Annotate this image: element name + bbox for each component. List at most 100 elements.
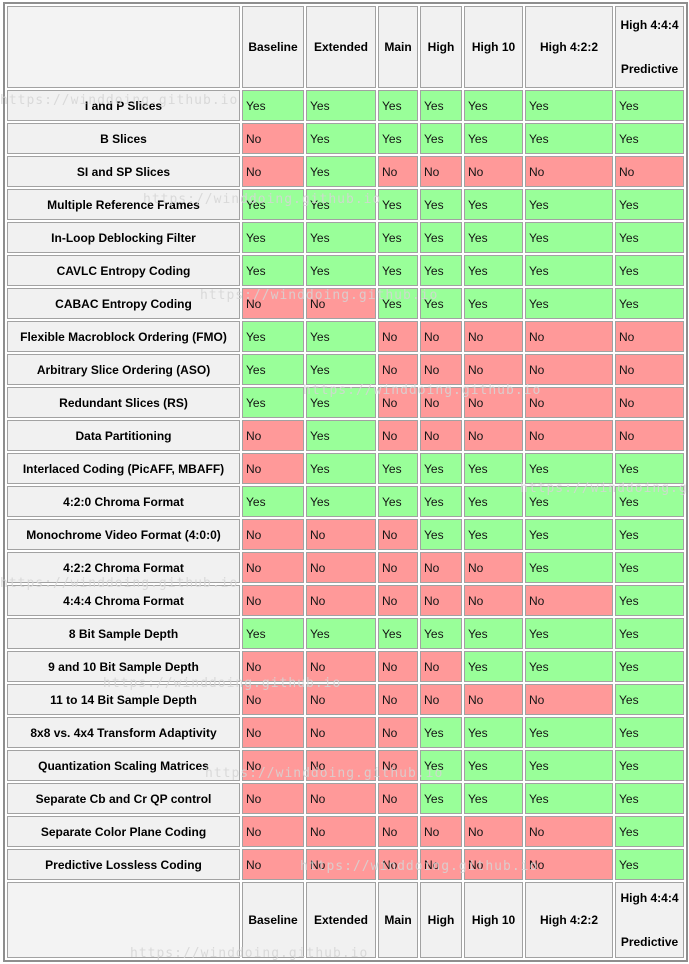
feature-value-cell: No: [464, 321, 523, 352]
feature-value-cell: Yes: [420, 90, 462, 121]
feature-value-cell: No: [306, 750, 376, 781]
feature-value-cell: No: [378, 156, 418, 187]
feature-value-cell: Yes: [525, 288, 613, 319]
feature-value-cell: Yes: [420, 123, 462, 154]
feature-value-cell: Yes: [242, 387, 304, 418]
table-row: 8 Bit Sample Depth Yes Yes Yes Yes Yes Yes Yes: [7, 618, 684, 649]
bottom-column-header: Extended: [306, 882, 376, 958]
feature-value-cell: Yes: [464, 519, 523, 550]
feature-value-cell: Yes: [420, 717, 462, 748]
bottom-column-header: Main: [378, 882, 418, 958]
feature-value-cell: Yes: [464, 717, 523, 748]
feature-value-cell: No: [378, 750, 418, 781]
feature-value-cell: No: [378, 783, 418, 814]
feature-value-cell: Yes: [306, 321, 376, 352]
feature-value-cell: No: [525, 684, 613, 715]
feature-value-cell: No: [306, 783, 376, 814]
feature-value-cell: No: [525, 816, 613, 847]
feature-value-cell: Yes: [242, 222, 304, 253]
feature-value-cell: Yes: [242, 255, 304, 286]
table-row: 8x8 vs. 4x4 Transform Adaptivity No No No Ye…: [7, 717, 684, 748]
feature-value-cell: Yes: [306, 453, 376, 484]
feature-value-cell: Yes: [615, 684, 684, 715]
table-row: 4:2:2 Chroma Format No No No No No Yes Yes: [7, 552, 684, 583]
feature-value-cell: No: [306, 816, 376, 847]
feature-value-cell: Yes: [525, 552, 613, 583]
feature-value-cell: No: [378, 387, 418, 418]
feature-value-cell: No: [464, 816, 523, 847]
feature-value-cell: No: [525, 420, 613, 451]
feature-value-cell: No: [525, 849, 613, 880]
feature-value-cell: Yes: [615, 288, 684, 319]
feature-value-cell: Yes: [525, 651, 613, 682]
feature-value-cell: Yes: [615, 717, 684, 748]
feature-value-cell: No: [615, 420, 684, 451]
feature-value-cell: No: [525, 354, 613, 385]
feature-label: Separate Color Plane Coding: [7, 816, 240, 847]
feature-value-cell: No: [464, 156, 523, 187]
feature-value-cell: Yes: [615, 585, 684, 616]
feature-value-cell: Yes: [525, 486, 613, 517]
bottom-column-header: High: [420, 882, 462, 958]
feature-value-cell: Yes: [525, 453, 613, 484]
table-row: CAVLC Entropy Coding Yes Yes Yes Yes Yes Yes Ye…: [7, 255, 684, 286]
feature-value-cell: Yes: [464, 90, 523, 121]
feature-label: Flexible Macroblock Ordering (FMO): [7, 321, 240, 352]
feature-value-cell: No: [242, 750, 304, 781]
feature-value-cell: No: [420, 321, 462, 352]
table-row: Flexible Macroblock Ordering (FMO) Yes Yes…: [7, 321, 684, 352]
feature-label: 4:2:0 Chroma Format: [7, 486, 240, 517]
feature-value-cell: Yes: [306, 486, 376, 517]
top-corner-cell: [7, 6, 240, 88]
feature-value-cell: No: [464, 684, 523, 715]
feature-value-cell: No: [242, 684, 304, 715]
feature-value-cell: Yes: [525, 255, 613, 286]
feature-value-cell: Yes: [378, 486, 418, 517]
bottom-column-header: High 4:4:4 Predictive: [615, 882, 684, 958]
bottom-column-header: High 4:2:2: [525, 882, 613, 958]
feature-value-cell: Yes: [306, 123, 376, 154]
feature-value-cell: Yes: [525, 189, 613, 220]
feature-value-cell: No: [420, 816, 462, 847]
feature-value-cell: No: [378, 849, 418, 880]
feature-value-cell: Yes: [525, 618, 613, 649]
feature-value-cell: No: [242, 519, 304, 550]
feature-value-cell: No: [242, 288, 304, 319]
feature-value-cell: No: [525, 387, 613, 418]
feature-value-cell: No: [420, 684, 462, 715]
feature-value-cell: Yes: [464, 453, 523, 484]
feature-value-cell: No: [378, 519, 418, 550]
feature-value-cell: Yes: [615, 486, 684, 517]
feature-value-cell: Yes: [464, 651, 523, 682]
feature-value-cell: Yes: [378, 255, 418, 286]
feature-value-cell: No: [615, 387, 684, 418]
feature-label: Separate Cb and Cr QP control: [7, 783, 240, 814]
feature-value-cell: No: [242, 849, 304, 880]
top-column-header: High 10: [464, 6, 523, 88]
feature-value-cell: Yes: [464, 288, 523, 319]
feature-value-cell: No: [242, 123, 304, 154]
top-column-header: Extended: [306, 6, 376, 88]
feature-value-cell: Yes: [525, 90, 613, 121]
feature-label: CABAC Entropy Coding: [7, 288, 240, 319]
feature-label: Predictive Lossless Coding: [7, 849, 240, 880]
feature-value-cell: Yes: [464, 783, 523, 814]
table-row: I and P Slices Yes Yes Yes Yes Yes Yes Yes: [7, 90, 684, 121]
feature-value-cell: Yes: [306, 354, 376, 385]
feature-value-cell: Yes: [420, 783, 462, 814]
feature-value-cell: Yes: [420, 189, 462, 220]
feature-label: 8x8 vs. 4x4 Transform Adaptivity: [7, 717, 240, 748]
feature-value-cell: Yes: [615, 453, 684, 484]
feature-value-cell: No: [525, 156, 613, 187]
bottom-corner-cell: [7, 882, 240, 958]
feature-value-cell: Yes: [525, 519, 613, 550]
feature-value-cell: Yes: [525, 750, 613, 781]
feature-value-cell: Yes: [378, 618, 418, 649]
feature-label: 11 to 14 Bit Sample Depth: [7, 684, 240, 715]
feature-value-cell: No: [378, 717, 418, 748]
feature-value-cell: Yes: [420, 222, 462, 253]
feature-value-cell: Yes: [464, 255, 523, 286]
feature-value-cell: Yes: [378, 288, 418, 319]
feature-value-cell: Yes: [306, 156, 376, 187]
